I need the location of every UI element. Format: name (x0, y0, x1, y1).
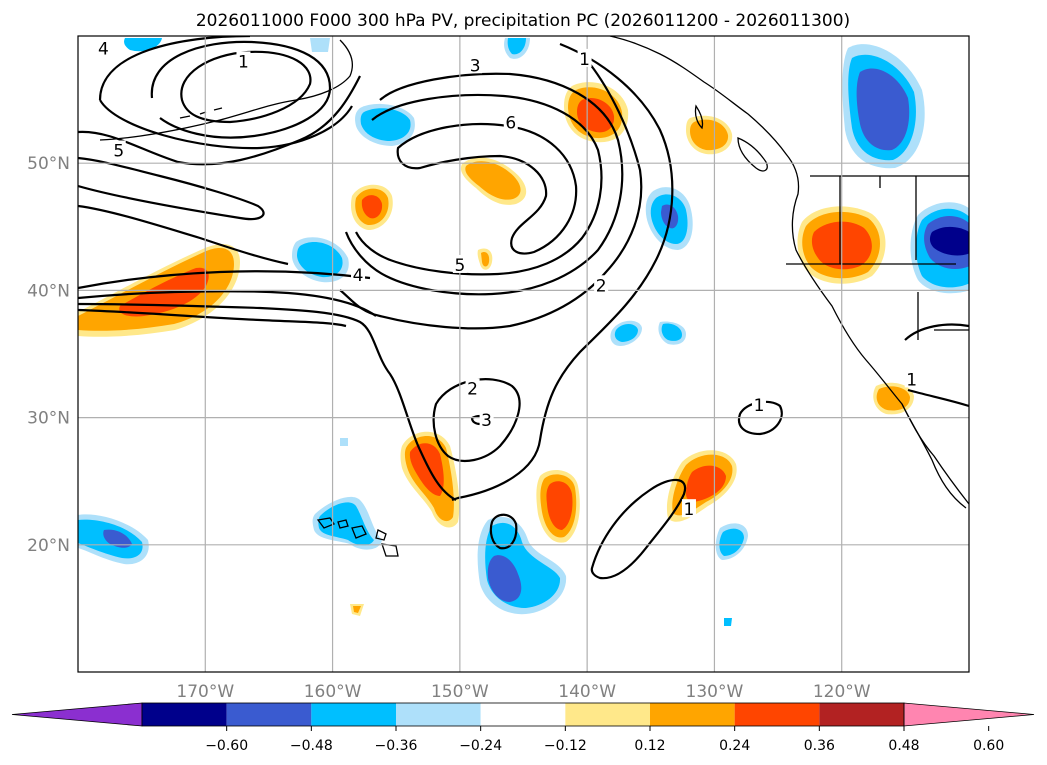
lat-tick-label: 20°N (27, 536, 70, 556)
pv-contour-label: 1 (238, 52, 249, 72)
colorbar-tick-label: 0.60 (973, 738, 1004, 754)
haida-gwaii (694, 104, 704, 130)
colorbar-tick-label: −0.24 (459, 738, 502, 754)
state-borders (915, 176, 969, 340)
pv-contour-label: 1 (684, 500, 695, 520)
pv-contour-label: 2 (467, 379, 478, 399)
pv-contour-label-bg (468, 55, 483, 74)
pv-contour-west-2 (78, 204, 289, 266)
colorbar-segment (142, 703, 227, 726)
colorbar-tick-label: −0.48 (290, 738, 333, 754)
coastlines (99, 36, 969, 557)
map-plot-area (78, 36, 969, 626)
colorbar-tick-label: 0.48 (888, 738, 919, 754)
colorbar-frame (141, 702, 905, 727)
pv-contour-1-small-hawaii (489, 513, 518, 550)
colorbar-segment (819, 703, 904, 726)
pv-contour-west-4 (78, 290, 377, 317)
pv-contour-label: 5 (454, 256, 465, 276)
pv-contour-label-bg (681, 499, 696, 518)
pv-contour-label: 1 (754, 396, 765, 416)
pv-contour-label-bg (351, 265, 366, 284)
colorbar-segment (396, 703, 481, 726)
pv-contour-label: 2 (596, 276, 607, 296)
pv-contour-1-subtropical (590, 478, 687, 580)
pv-contour-3-4 (98, 36, 353, 150)
colorbar: −0.60 −0.48 −0.36 −0.24 −0.12 0.12 0.24 0.36 0.4… (11, 702, 1035, 754)
colorbar-tick-label: 0.36 (804, 738, 835, 754)
colorbar-segment (480, 703, 566, 726)
lon-tick-label: 150°W (431, 682, 489, 702)
lon-tick-label: 120°W (813, 682, 871, 702)
colorbar-segment (311, 703, 396, 726)
vancouver-island (737, 137, 768, 172)
pv-contour-label: 4 (353, 266, 364, 286)
colorbar-tick-label: −0.36 (375, 738, 418, 754)
lon-tick-label: 130°W (686, 682, 744, 702)
pv-contour-label-bg (751, 394, 766, 413)
precipitation-anomaly-fills (78, 38, 969, 626)
pv-contour-label: 1 (906, 370, 917, 390)
pv-contour-label: 6 (505, 113, 516, 133)
axis-labels: 170°W 160°W 150°W 140°W 130°W 120°W 20°N 30°N 40… (27, 154, 871, 702)
pv-contour-5-ring (396, 123, 578, 255)
hawaii-islands (316, 517, 399, 557)
pv-contour-label: 5 (113, 141, 124, 161)
pv-contour-west-1 (78, 156, 265, 221)
gridlines (78, 36, 969, 672)
pv-contour-label-bg (577, 48, 592, 67)
pv-contour-label-bg (96, 38, 111, 57)
us-border-lines (786, 175, 969, 265)
pv-contour-large-1 (451, 42, 674, 502)
figure-title: 2026011000 F000 300 hPa PV, precipitatio… (196, 11, 850, 31)
pv-contour-large-2 (339, 63, 643, 330)
pv-contour-label-bg (904, 369, 919, 388)
pv-contour-1-socal (904, 323, 969, 408)
pv-contour-label-bg (111, 140, 126, 159)
pv-contour-west-3 (78, 270, 371, 290)
lat-tick-label: 50°N (27, 154, 70, 174)
pv-contour-label: 3 (470, 56, 481, 76)
baja-california (901, 403, 967, 509)
pv-contour-label: 4 (98, 40, 109, 60)
pv-contour-2-small (432, 378, 521, 463)
pv-contour-west-6 (78, 308, 347, 328)
pv-contour-label-bg (594, 275, 609, 294)
lon-tick-label: 160°W (304, 682, 362, 702)
colorbar-segment (565, 703, 650, 726)
pv-contour-label-bg (452, 254, 467, 273)
lat-tick-label: 40°N (27, 281, 70, 301)
colorbar-tick-label: −0.12 (544, 738, 587, 754)
pv-contour-3-ring (344, 72, 624, 296)
pv-contour-5 (78, 75, 361, 166)
colorbar-tick-label: 0.12 (634, 738, 665, 754)
lon-tick-label: 140°W (558, 682, 616, 702)
colorbar-extend-high (903, 702, 1035, 727)
colorbar-segment (650, 703, 735, 726)
colorbar-tick-label: −0.60 (205, 738, 248, 754)
colorbar-segment (734, 703, 820, 726)
colorbar-tick-label: 0.24 (719, 738, 750, 754)
pv-contour-label-bg (479, 410, 494, 429)
lat-tick-label: 30°N (27, 409, 70, 429)
pv-contour-label: 3 (481, 411, 492, 431)
alaska-peninsula (99, 39, 354, 141)
colorbar-extend-low (11, 702, 143, 727)
pv-contour-1-north (180, 50, 312, 124)
pv-contour-label: 1 (579, 50, 590, 70)
map-frame (77, 35, 970, 673)
pv-contour-2 (150, 40, 332, 139)
colorbar-segment (226, 703, 312, 726)
pv-contour-label-bg (236, 51, 251, 70)
pv-contour-label-bg (503, 112, 518, 131)
pv-contour-label-bg (465, 378, 480, 397)
pv-contour-west-5 (78, 302, 457, 501)
lon-tick-label: 170°W (176, 682, 234, 702)
